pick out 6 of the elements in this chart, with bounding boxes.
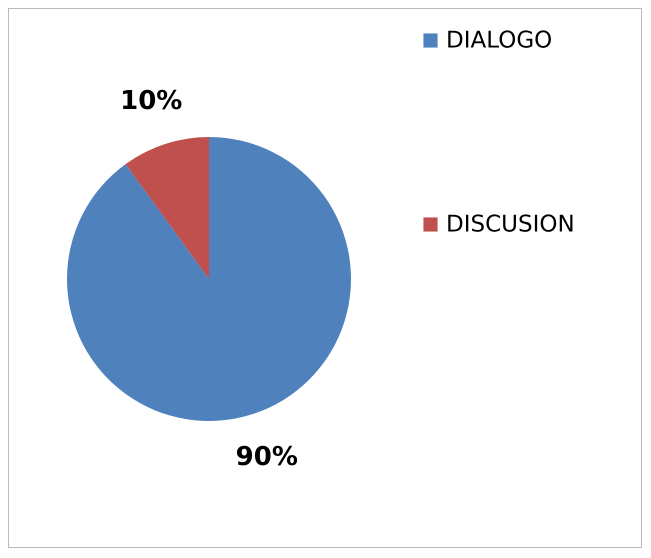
data-label: 90% xyxy=(236,442,298,472)
data-label: 10% xyxy=(120,86,182,116)
legend-label: DISCUSION xyxy=(446,212,575,238)
pie-slice xyxy=(126,137,209,279)
legend-label: DIALOGO xyxy=(446,28,552,54)
pie-slice xyxy=(67,137,351,421)
